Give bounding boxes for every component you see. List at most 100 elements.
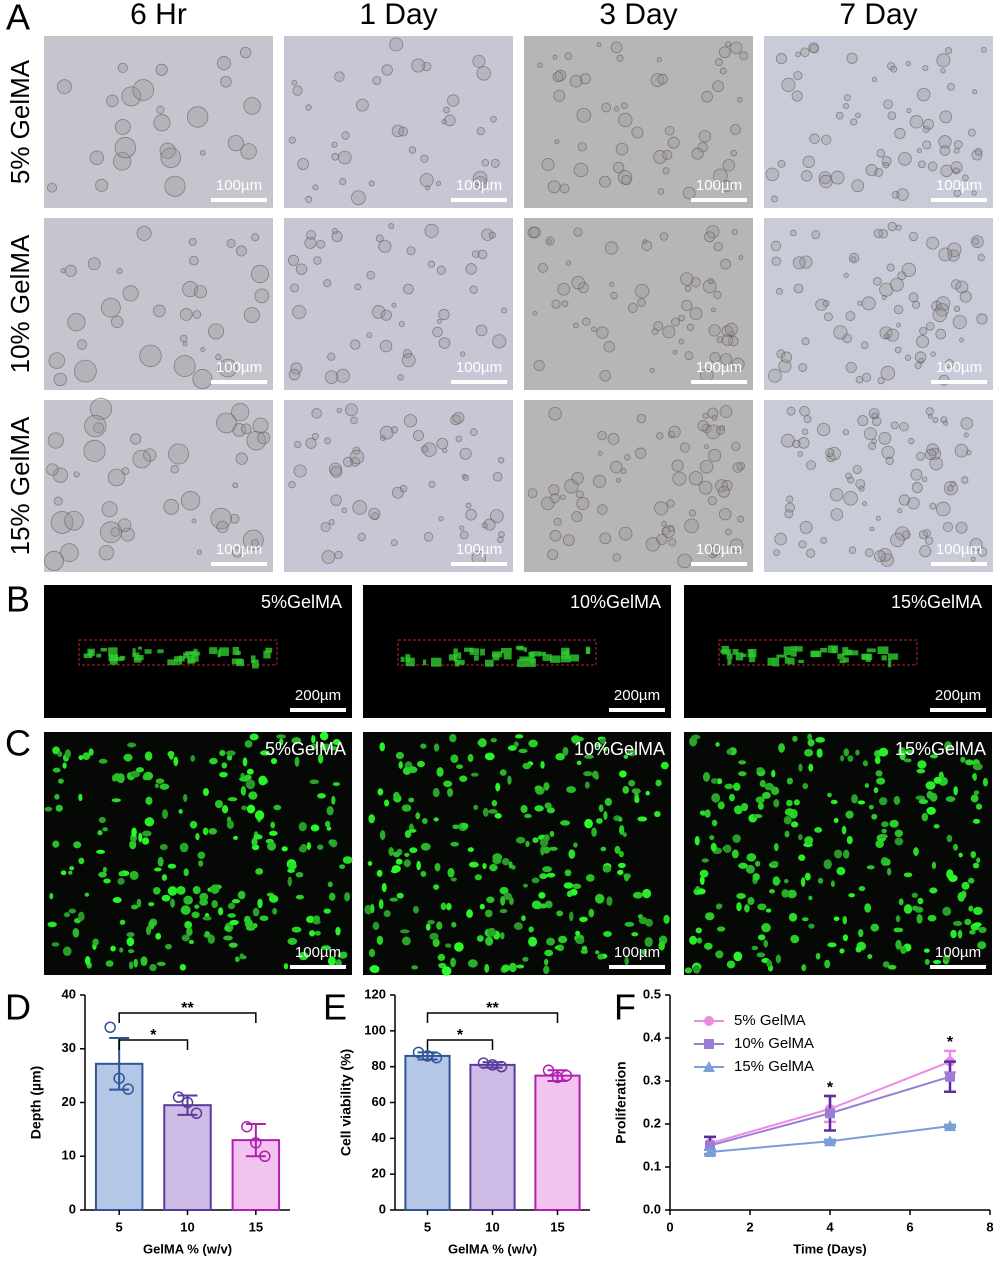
live-cell <box>294 756 300 767</box>
live-cell <box>298 821 307 832</box>
cell <box>371 305 386 319</box>
significance-mark: ** <box>181 1000 194 1017</box>
live-cell <box>557 935 568 944</box>
data-point <box>250 1137 262 1149</box>
cell <box>419 173 434 188</box>
scale-bar-label: 100µm <box>935 944 981 961</box>
live-cell <box>778 743 785 753</box>
cell <box>820 537 828 544</box>
cell <box>490 158 500 168</box>
cell <box>871 76 878 83</box>
live-cell <box>229 919 239 926</box>
cell <box>883 99 893 110</box>
cell <box>738 255 744 261</box>
cell <box>777 159 786 168</box>
cell <box>472 171 488 186</box>
live-cell <box>434 862 441 872</box>
cell <box>216 412 237 434</box>
live-cell <box>627 748 637 757</box>
live-cell <box>328 839 335 846</box>
cell <box>795 51 801 58</box>
live-cell <box>466 909 473 918</box>
cell <box>438 308 450 321</box>
live-cell <box>69 866 75 871</box>
cell <box>830 170 845 185</box>
cell <box>890 421 899 430</box>
gel-volume <box>397 639 597 666</box>
live-cell <box>798 854 806 861</box>
live-cell <box>913 847 919 856</box>
cell <box>564 479 579 494</box>
cell <box>922 140 932 150</box>
live-cell <box>51 942 60 947</box>
live-cell <box>716 778 723 785</box>
cell <box>801 337 810 346</box>
cell <box>375 234 384 243</box>
scale-bar <box>930 708 986 712</box>
data-point <box>430 1051 443 1064</box>
live-cell <box>416 860 421 871</box>
live-cell <box>98 758 108 764</box>
live-cell <box>415 812 421 820</box>
live-cell <box>447 788 454 797</box>
live-cell <box>64 749 71 758</box>
live-cell <box>786 777 794 785</box>
live-cell <box>474 874 483 881</box>
cell-signal <box>474 655 479 661</box>
cell <box>668 425 681 438</box>
live-cell <box>395 858 403 865</box>
cell-signal <box>735 652 744 661</box>
live-cell <box>500 895 506 906</box>
live-cell <box>167 886 178 896</box>
live-cell <box>123 753 133 762</box>
cell <box>929 456 943 471</box>
live-cell <box>78 857 85 865</box>
cell <box>106 94 119 108</box>
live-cell <box>918 799 929 805</box>
live-cell <box>781 889 790 898</box>
y-tick-label: 40 <box>62 986 76 1001</box>
bar <box>534 1074 581 1211</box>
cell <box>899 421 909 432</box>
cell-signal <box>767 657 774 666</box>
cell <box>709 544 716 551</box>
live-cell <box>775 954 782 964</box>
cell <box>64 264 77 277</box>
live-cell <box>159 844 168 851</box>
cell <box>719 425 726 431</box>
cell <box>627 303 638 313</box>
panel-label: D <box>5 987 31 1028</box>
3d-render <box>44 585 352 718</box>
cell <box>709 351 721 363</box>
cell <box>160 147 182 169</box>
cell <box>775 53 788 65</box>
cell-signal <box>464 647 474 652</box>
y-tick-label: 0.3 <box>643 1072 661 1087</box>
cell <box>799 405 810 417</box>
cell <box>662 167 670 175</box>
live-cell <box>757 802 764 810</box>
legend-label: 5% GelMA <box>734 1012 806 1029</box>
cell <box>366 270 376 280</box>
live-cell <box>770 860 779 866</box>
cell <box>851 179 865 193</box>
bar <box>163 1104 212 1211</box>
cell <box>645 537 661 552</box>
live-cell <box>982 777 988 787</box>
cell <box>186 106 209 128</box>
live-cell <box>704 809 711 818</box>
cell <box>932 416 939 423</box>
live-cell <box>227 797 238 802</box>
live-cell <box>110 945 116 952</box>
live-cell <box>383 910 391 918</box>
marker <box>703 1061 715 1072</box>
cell <box>653 150 667 164</box>
cell <box>89 150 105 165</box>
cell-signal <box>109 657 118 665</box>
cell-signal <box>480 648 485 656</box>
live-cell <box>602 747 608 752</box>
cell <box>918 530 928 540</box>
live-cell <box>740 802 749 812</box>
cell <box>547 180 561 194</box>
live-cell <box>628 779 636 787</box>
